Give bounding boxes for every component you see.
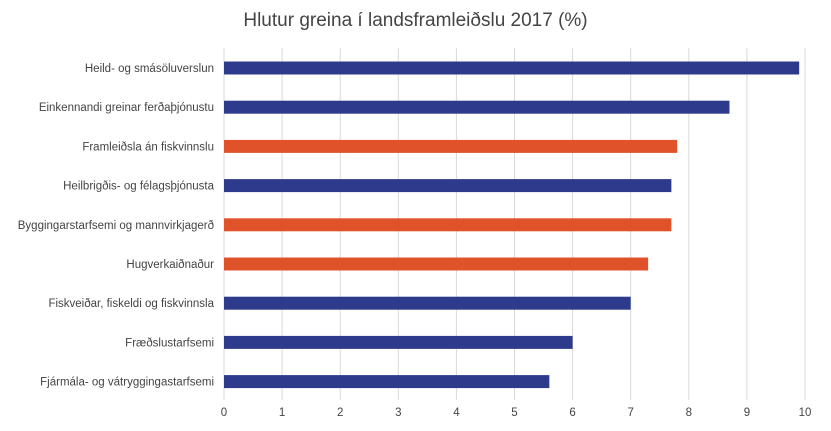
category-label: Framleiðsla án fiskvinnslu xyxy=(82,141,214,153)
x-tick-label: 2 xyxy=(337,407,343,419)
category-label: Heilbrigðis- og félagsþjónusta xyxy=(63,181,214,193)
bar xyxy=(224,61,800,75)
category-label: Fræðslustarfsemi xyxy=(125,337,214,349)
x-tick-label: 1 xyxy=(279,407,285,419)
bar xyxy=(224,218,672,232)
x-tick-labels: 0 1 2 3 4 5 6 7 8 9 10 xyxy=(221,407,812,419)
category-label: Heild- og smásöluverslun xyxy=(85,63,214,75)
x-tick-label: 3 xyxy=(395,407,401,419)
bar xyxy=(224,179,672,193)
x-tick-label: 8 xyxy=(686,407,692,419)
bar xyxy=(224,100,730,114)
category-label: Einkennandi greinar ferðaþjónustu xyxy=(39,102,214,114)
category-label: Byggingarstarfsemi og mannvirkjagerð xyxy=(18,220,214,232)
category-label: Hugverkaiðnaður xyxy=(126,259,214,271)
category-label: Fjármála- og vátryggingastarfsemi xyxy=(40,377,214,389)
category-label: Fiskveiðar, fiskeldi og fiskvinnsla xyxy=(48,298,214,310)
x-tick-label: 0 xyxy=(221,407,227,419)
bar xyxy=(224,296,631,310)
bar xyxy=(224,257,649,271)
category-labels: Heild- og smásöluverslun Einkennandi grei… xyxy=(18,63,215,389)
bar xyxy=(224,375,550,389)
bar xyxy=(224,335,573,349)
x-tick-label: 10 xyxy=(799,407,812,419)
x-tick-label: 9 xyxy=(744,407,750,419)
x-tick-label: 4 xyxy=(453,407,460,419)
x-tick-label: 5 xyxy=(511,407,517,419)
bar xyxy=(224,139,678,153)
x-tick-label: 6 xyxy=(569,407,575,419)
bars xyxy=(224,61,800,389)
chart-title: Hlutur greina í landsframleiðslu 2017 (%… xyxy=(243,10,588,31)
x-tick-label: 7 xyxy=(627,407,633,419)
